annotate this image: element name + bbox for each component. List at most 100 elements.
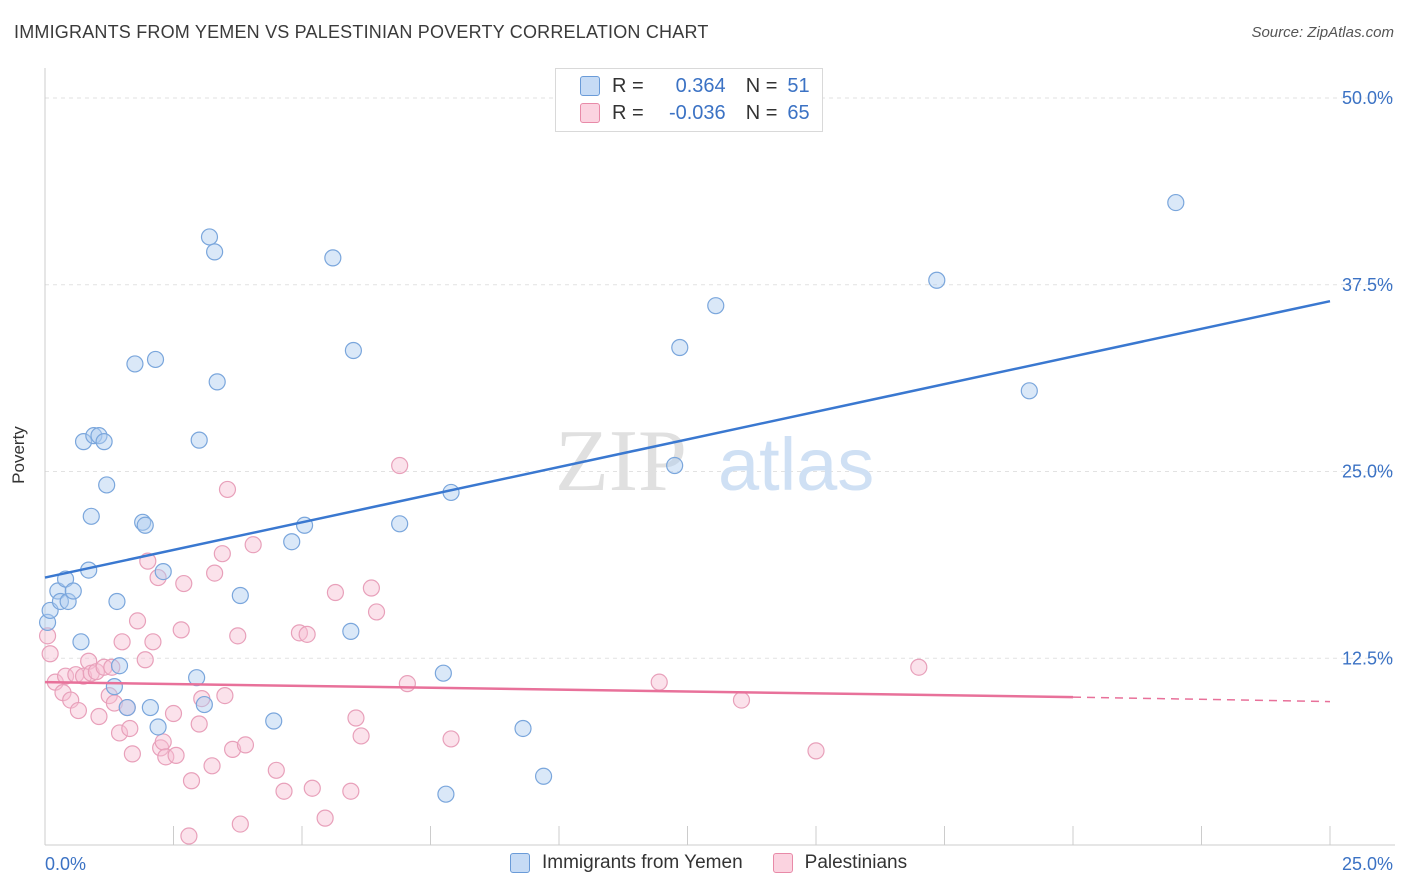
data-point-palestinians [164,704,183,723]
legend-n-value: 51 [787,74,810,97]
data-point-palestinians [113,633,131,651]
data-point-palestinians [910,658,928,676]
data-point-palestinians [267,761,285,779]
data-point-palestinians [121,719,139,738]
y-tick-label: 37.5% [1342,275,1393,295]
data-point-yemen [105,678,123,696]
data-point-palestinians [362,579,380,597]
data-point-yemen [59,592,77,611]
data-point-yemen [74,433,93,451]
data-point-palestinians [90,707,108,726]
data-point-palestinians [154,733,172,751]
legend-swatch-palestinians [580,103,600,123]
data-point-yemen [265,712,283,730]
data-point-palestinians [316,809,334,827]
data-point-palestinians [229,627,247,645]
legend-n-label: N = [745,101,778,124]
data-point-palestinians [326,583,345,602]
data-point-yemen [126,355,144,373]
data-point-palestinians [190,715,208,733]
legend-n-value: 65 [787,101,810,124]
data-point-palestinians [136,651,154,669]
data-point-yemen [95,433,113,451]
data-point-palestinians [167,746,185,764]
data-point-palestinians [391,456,409,475]
data-point-yemen [98,476,116,494]
data-point-yemen [324,249,342,267]
watermark-atlas: atlas [718,423,874,506]
legend-r-value: -0.036 [668,101,726,124]
data-point-yemen [1167,193,1185,212]
data-point-yemen [1020,382,1038,400]
axes [44,68,1395,846]
data-point-yemen [134,513,152,531]
data-point-yemen [195,695,213,714]
data-point-palestinians [224,740,242,758]
legend-row-yemen: R = 0.364 N = 51 [580,74,810,98]
data-point-yemen [82,507,100,525]
data-point-palestinians [206,564,224,582]
data-point-palestinians [347,709,365,727]
data-point-yemen [72,633,90,651]
yemen-points [38,193,1185,803]
series-label-yemen: Immigrants from Yemen [542,852,743,873]
data-point-palestinians [213,545,231,563]
data-point-yemen [707,297,725,315]
legend-r-label: R = [612,74,644,97]
data-point-palestinians [807,742,825,760]
series-legend-yemen: Immigrants from Yemen [510,852,743,874]
series-legend-palestinians: Palestinians [772,852,907,874]
watermark: ZIP atlas [555,413,874,510]
series-swatch-palestinians [772,853,793,873]
data-point-yemen [141,698,159,717]
gridlines [45,97,1395,659]
data-point-palestinians [203,757,221,775]
data-point-yemen [206,243,224,261]
y-tick-label: 50.0% [1342,88,1393,108]
tick-labels: 12.5% 25.0% 37.5% 50.0% 0.0% 25.0% [45,88,1393,874]
data-point-palestinians [352,727,370,745]
chart-title: IMMIGRANTS FROM YEMEN VS PALESTINIAN POV… [14,22,709,42]
data-point-palestinians [123,745,141,763]
trend-line-palestinians [44,680,1074,699]
data-point-yemen [118,698,136,717]
data-point-palestinians [38,627,57,645]
data-point-palestinians [732,691,751,709]
data-point-yemen [514,719,532,738]
data-point-yemen [200,228,219,246]
data-point-palestinians [218,480,237,499]
data-point-palestinians [69,701,88,720]
data-point-palestinians [216,686,234,705]
data-point-palestinians [128,612,147,630]
legend-n-label: N = [745,74,778,97]
data-point-yemen [671,338,689,357]
data-point-yemen [188,669,206,687]
data-point-palestinians [275,782,293,800]
data-point-palestinians [298,625,316,643]
data-point-palestinians [172,621,190,639]
data-point-palestinians [180,827,198,845]
legend-r-label: R = [612,101,644,124]
data-point-yemen [283,533,301,551]
trend-line-yemen [44,299,1331,579]
x-tick-label: 25.0% [1342,854,1393,874]
data-point-palestinians [342,782,360,800]
data-point-yemen [108,592,126,611]
data-point-yemen [534,767,553,785]
data-point-palestinians [41,645,59,663]
legend-swatch-yemen [580,76,600,96]
data-point-palestinians [144,633,162,651]
data-point-yemen [136,516,154,534]
data-point-yemen [149,718,167,736]
data-point-palestinians [650,673,668,691]
data-point-palestinians [175,574,193,593]
y-tick-label: 12.5% [1342,648,1393,668]
data-point-yemen [434,664,452,682]
series-swatch-yemen [510,853,530,873]
chart-source: Source: ZipAtlas.com [1251,24,1394,41]
data-point-yemen [344,341,362,360]
trend-line-palestinians-extension [1072,696,1331,703]
series-legend: Immigrants from Yemen Palestinians [510,852,937,874]
legend-r-value: 0.364 [675,74,726,97]
